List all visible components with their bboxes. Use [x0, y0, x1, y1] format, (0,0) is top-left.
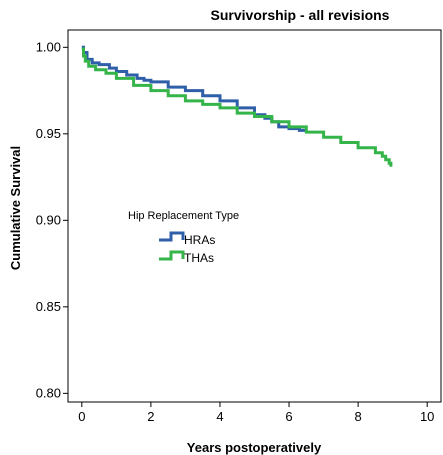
series-line-thas	[81, 47, 393, 167]
legend-swatch-thas	[159, 250, 185, 261]
legend-title: Hip Replacement Type	[128, 210, 239, 222]
x-tick-label: 0	[78, 409, 85, 424]
axis-ticks: 0 2 4 6 8 10 0.80 0.85 0.90 0.95 1.00	[36, 39, 435, 424]
y-tick-label: 0.80	[36, 385, 61, 400]
x-tick-label: 6	[285, 409, 292, 424]
x-tick-label: 10	[420, 409, 434, 424]
x-tick-label: 4	[216, 409, 223, 424]
plot-frame	[67, 29, 442, 403]
y-tick-label: 0.90	[36, 212, 61, 227]
y-tick-label: 1.00	[36, 39, 61, 54]
series-lines	[81, 45, 393, 167]
x-axis-label: Years postoperatively	[187, 440, 322, 455]
y-axis-label: Cumulative Survival	[8, 146, 23, 270]
legend: Hip Replacement Type HRAs THAs	[128, 210, 239, 265]
legend-label-thas: THAs	[184, 251, 214, 265]
x-tick-label: 2	[147, 409, 154, 424]
y-tick-label: 0.95	[36, 126, 61, 141]
legend-swatch-hras	[159, 231, 185, 242]
y-tick-label: 0.85	[36, 299, 61, 314]
legend-label-hras: HRAs	[184, 233, 215, 247]
x-tick-label: 8	[354, 409, 361, 424]
chart-title: Survivorship - all revisions	[211, 7, 390, 23]
